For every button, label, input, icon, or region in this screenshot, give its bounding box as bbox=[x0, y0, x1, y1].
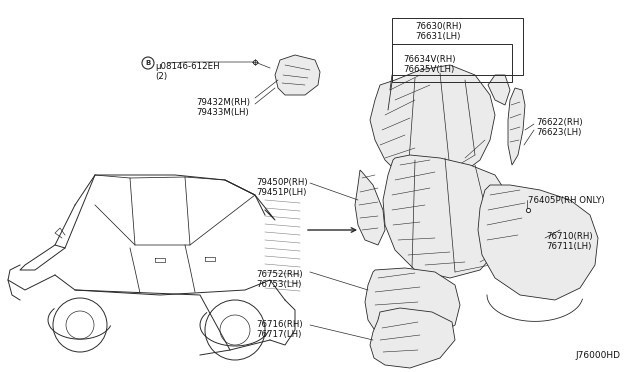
Text: 76634V(RH)
76635V(LH): 76634V(RH) 76635V(LH) bbox=[403, 55, 456, 74]
Text: 79450P(RH)
79451P(LH): 79450P(RH) 79451P(LH) bbox=[256, 178, 308, 198]
Bar bbox=[392, 18, 523, 75]
Text: 76622(RH)
76623(LH): 76622(RH) 76623(LH) bbox=[536, 118, 582, 137]
Polygon shape bbox=[383, 155, 510, 278]
Text: µ08146-612EH
(2): µ08146-612EH (2) bbox=[155, 62, 220, 81]
Polygon shape bbox=[370, 308, 455, 368]
Polygon shape bbox=[275, 55, 320, 95]
Polygon shape bbox=[508, 88, 525, 165]
Text: 76716(RH)
76717(LH): 76716(RH) 76717(LH) bbox=[256, 320, 303, 339]
Text: B: B bbox=[145, 60, 150, 66]
Text: 79432M(RH)
79433M(LH): 79432M(RH) 79433M(LH) bbox=[196, 98, 250, 118]
Text: 76630(RH)
76631(LH): 76630(RH) 76631(LH) bbox=[415, 22, 461, 41]
Bar bbox=[392, 44, 512, 82]
Polygon shape bbox=[370, 65, 495, 180]
Polygon shape bbox=[365, 268, 460, 342]
Text: J76000HD: J76000HD bbox=[575, 351, 620, 360]
Polygon shape bbox=[478, 185, 598, 300]
Polygon shape bbox=[488, 75, 510, 105]
Text: 76405P(RH ONLY): 76405P(RH ONLY) bbox=[528, 196, 605, 205]
Text: 76752(RH)
76753(LH): 76752(RH) 76753(LH) bbox=[256, 270, 303, 289]
Polygon shape bbox=[355, 170, 385, 245]
Text: 76710(RH)
76711(LH): 76710(RH) 76711(LH) bbox=[546, 232, 593, 251]
